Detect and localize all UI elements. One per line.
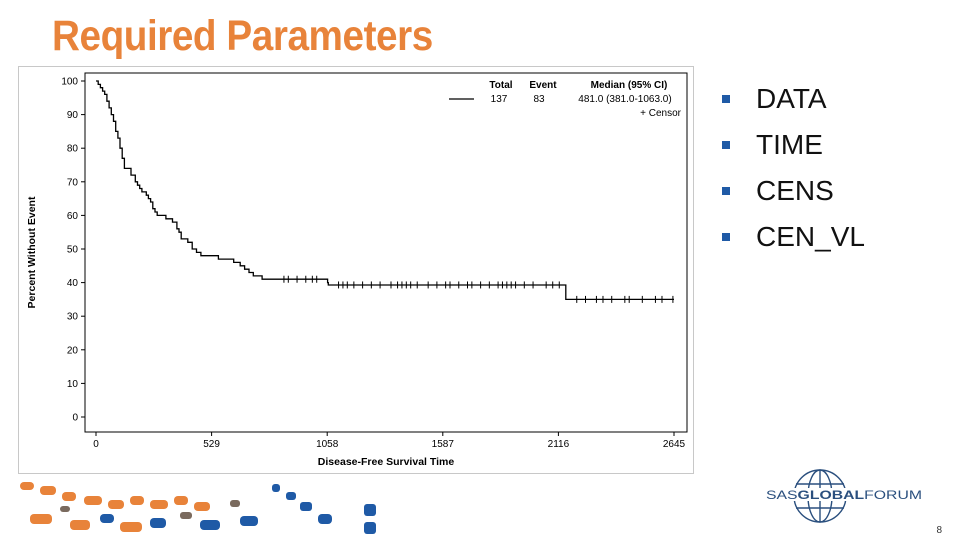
y-tick-label: 100 [61,77,78,88]
parameter-item: DATA [722,76,865,122]
y-tick-label: 90 [67,110,79,121]
km-chart-panel: 0 10 20 30 40 50 60 70 80 90 100 0 529 1058 1587 2116 26… [18,66,694,474]
y-tick-label: 80 [67,144,79,155]
legend-header: Total [489,80,512,91]
parameter-item: TIME [722,122,865,168]
survival-curve [96,80,674,301]
legend-header: Median (95% CI) [591,80,668,91]
y-tick-label: 0 [72,413,78,424]
legend-censor-label: + Censor [640,108,682,119]
km-survival-chart: 0 10 20 30 40 50 60 70 80 90 100 0 529 1058 1587 2116 26… [26,72,688,468]
x-tick-label: 2645 [663,439,686,450]
parameter-list: DATA TIME CENS CEN_VL [722,76,865,260]
x-tick-label: 1058 [316,439,339,450]
y-tick-label: 10 [67,379,79,390]
parameter-label: CEN_VL [756,221,865,252]
y-tick-label: 70 [67,177,79,188]
sas-global-forum-logo: SAS GLOBAL FORUM [764,469,924,523]
x-axis-label: Disease-Free Survival Time [318,456,455,468]
bullet-marker [722,141,730,149]
x-tick-label: 2116 [548,439,570,450]
y-tick-label: 20 [67,345,79,356]
slide-title: Required Parameters [52,12,433,60]
y-tick-label: 50 [67,245,79,256]
y-tick-label: 30 [67,312,79,323]
legend-value: 83 [533,94,545,105]
parameter-label: DATA [756,83,827,114]
legend-value: 481.0 (381.0-1063.0) [578,94,671,105]
y-tick-label: 60 [67,211,79,222]
x-tick-label: 1587 [432,439,455,450]
x-tick-label: 529 [203,439,220,450]
y-axis-label: Percent Without Event [26,196,38,308]
bullet-marker [722,233,730,241]
plot-area-border [84,72,688,433]
legend-value: 137 [491,94,508,105]
legend-header: Event [529,80,557,91]
parameter-item: CEN_VL [722,214,865,260]
x-tick-label: 0 [93,439,99,450]
parameter-label: CENS [756,175,834,206]
y-tick-label: 40 [67,278,79,289]
page-number: 8 [936,525,942,536]
parameter-label: TIME [756,129,823,160]
bullet-marker [722,187,730,195]
decorative-mosaic [20,482,376,534]
bullet-marker [722,95,730,103]
parameter-item: CENS [722,168,865,214]
